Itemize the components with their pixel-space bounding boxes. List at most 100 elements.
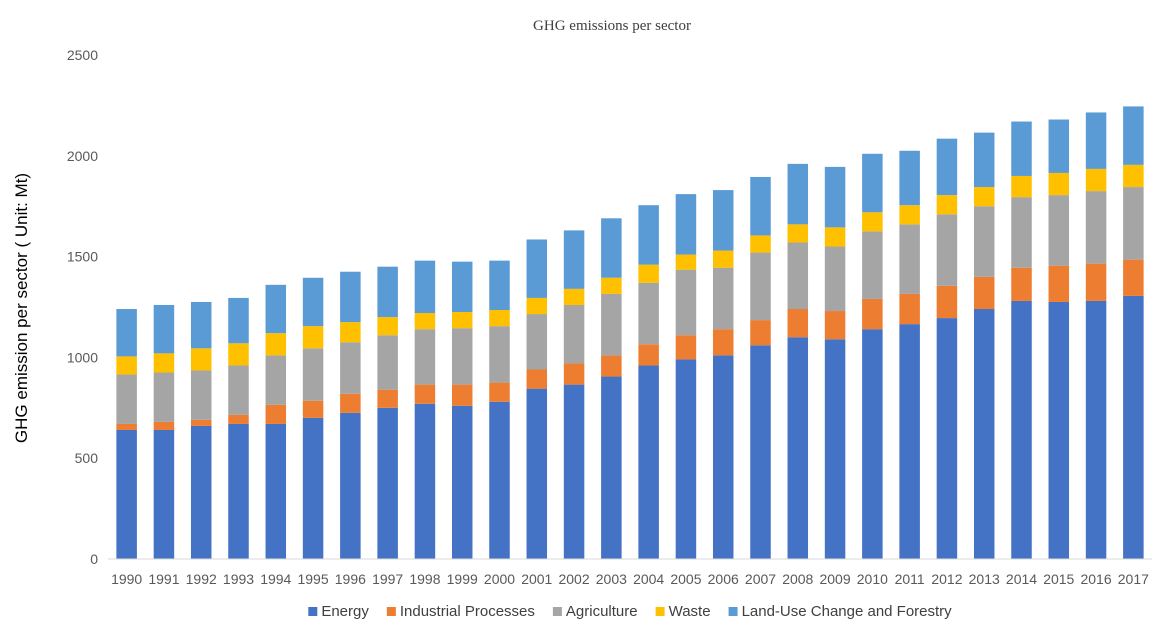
bar-energy-2001 (526, 388, 548, 559)
x-tick-label: 1991 (148, 571, 179, 587)
bar-industrial-processes-1994 (265, 404, 287, 424)
bar-industrial-processes-2013 (973, 276, 995, 310)
bar-agriculture-1990 (116, 374, 137, 424)
bar-land-use-change-and-forestry-2017 (1123, 106, 1144, 165)
y-axis-title: GHG emission per sector ( Unit: Mt) (12, 173, 31, 443)
bar-agriculture-2009 (824, 246, 846, 312)
bar-energy-1998 (414, 403, 436, 559)
bar-industrial-processes-1997 (377, 389, 398, 408)
bar-agriculture-1997 (377, 335, 398, 390)
bar-land-use-change-and-forestry-2011 (899, 150, 920, 206)
bar-industrial-processes-2010 (862, 298, 883, 330)
x-tick-label: 2003 (596, 571, 627, 587)
bar-waste-2007 (750, 235, 771, 253)
bar-energy-1992 (190, 425, 212, 559)
bar-land-use-change-and-forestry-2009 (824, 166, 846, 228)
bar-energy-2015 (1048, 301, 1070, 559)
bar-energy-1994 (265, 423, 287, 559)
bar-land-use-change-and-forestry-2005 (675, 194, 697, 255)
bar-industrial-processes-1998 (414, 384, 436, 404)
bar-land-use-change-and-forestry-1999 (451, 261, 473, 313)
bar-industrial-processes-2012 (936, 285, 958, 319)
bar-land-use-change-and-forestry-2002 (563, 230, 585, 289)
x-tick-label: 2009 (819, 571, 850, 587)
bar-industrial-processes-2003 (601, 355, 622, 377)
bar-waste-2002 (563, 288, 585, 305)
bar-land-use-change-and-forestry-2006 (712, 190, 734, 251)
bar-land-use-change-and-forestry-1994 (265, 284, 287, 334)
bar-agriculture-1993 (228, 365, 249, 415)
bar-agriculture-2011 (899, 224, 920, 294)
bar-agriculture-1995 (302, 348, 324, 401)
bar-waste-1995 (302, 326, 324, 349)
bar-energy-2016 (1085, 300, 1107, 559)
x-tick-label: 2000 (484, 571, 515, 587)
bar-land-use-change-and-forestry-1996 (340, 271, 361, 323)
bar-agriculture-2017 (1123, 187, 1144, 260)
bar-land-use-change-and-forestry-1998 (414, 260, 436, 314)
x-tick-label: 2017 (1118, 571, 1149, 587)
bar-agriculture-1996 (340, 342, 361, 394)
bar-industrial-processes-1999 (451, 384, 473, 406)
x-tick-label: 2006 (708, 571, 739, 587)
bar-industrial-processes-2001 (526, 369, 548, 389)
bar-industrial-processes-2008 (787, 309, 809, 338)
bar-waste-2011 (899, 205, 920, 225)
bar-industrial-processes-1995 (302, 400, 324, 418)
bar-energy-2004 (638, 365, 659, 559)
legend-swatch (655, 607, 665, 616)
bar-agriculture-2012 (936, 214, 958, 286)
bar-waste-2014 (1011, 175, 1032, 198)
bar-land-use-change-and-forestry-1993 (228, 297, 249, 344)
bar-industrial-processes-2014 (1011, 267, 1032, 301)
bar-energy-2007 (750, 345, 771, 559)
bar-agriculture-2008 (787, 242, 809, 310)
bar-waste-1997 (377, 317, 398, 336)
bar-agriculture-2000 (489, 326, 510, 383)
bar-energy-1993 (228, 423, 249, 559)
y-tick-label: 2500 (67, 47, 98, 63)
x-tick-label: 1996 (335, 571, 366, 587)
bar-agriculture-2004 (638, 282, 659, 345)
bar-waste-1991 (153, 353, 175, 373)
bar-agriculture-2010 (862, 231, 883, 299)
bar-agriculture-2015 (1048, 195, 1070, 266)
bar-energy-2014 (1011, 300, 1032, 559)
bar-energy-2000 (489, 401, 510, 559)
bar-land-use-change-and-forestry-2000 (489, 260, 510, 311)
bar-waste-2013 (973, 187, 995, 207)
bar-industrial-processes-2002 (563, 363, 585, 385)
x-axis-ticks: 1990 1991 1992 1993 1994 1995 1996 1997 1998 1999… (111, 571, 1149, 587)
bar-energy-2009 (824, 339, 846, 559)
bar-waste-1992 (190, 348, 212, 371)
bar-land-use-change-and-forestry-2004 (638, 205, 659, 265)
x-tick-label: 1993 (223, 571, 254, 587)
x-tick-label: 1990 (111, 571, 142, 587)
bar-industrial-processes-2015 (1048, 265, 1070, 302)
y-tick-label: 1000 (67, 349, 98, 365)
bar-energy-2006 (712, 355, 734, 559)
bar-waste-1990 (116, 356, 137, 375)
y-tick-label: 0 (90, 551, 98, 567)
bar-land-use-change-and-forestry-1997 (377, 266, 398, 318)
legend-label: Industrial Processes (400, 603, 535, 620)
bar-waste-2015 (1048, 172, 1070, 196)
bar-waste-2009 (824, 227, 846, 247)
legend-item: Agriculture (552, 603, 638, 620)
bar-land-use-change-and-forestry-2007 (750, 176, 771, 236)
bar-agriculture-2016 (1085, 191, 1107, 264)
y-tick-label: 1500 (67, 249, 98, 265)
x-tick-label: 2001 (521, 571, 552, 587)
legend-item: Industrial Processes (386, 603, 535, 620)
x-tick-label: 2005 (670, 571, 701, 587)
bar-energy-2003 (601, 376, 622, 559)
legend-item: Land-Use Change and Forestry (728, 603, 952, 620)
legend-label: Energy (321, 603, 369, 620)
bar-industrial-processes-2005 (675, 335, 697, 360)
bars (116, 106, 1144, 559)
legend-label: Waste (669, 603, 711, 620)
bar-industrial-processes-2007 (750, 320, 771, 346)
bar-agriculture-2013 (973, 206, 995, 277)
